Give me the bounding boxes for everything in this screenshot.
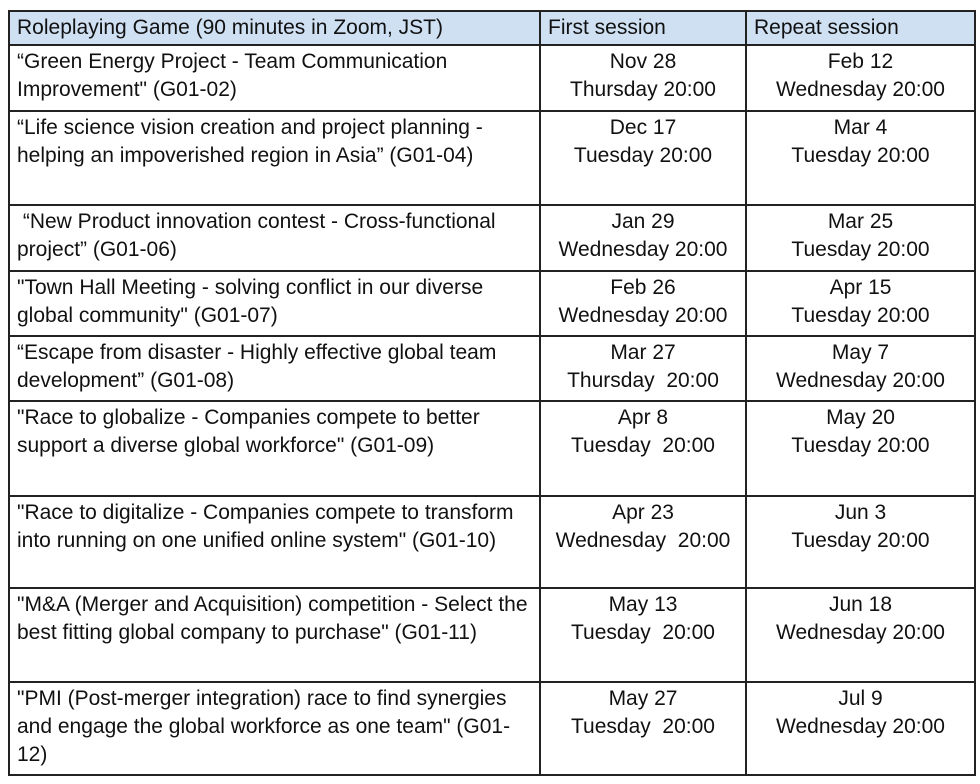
repeat-session-time: Wednesday 20:00 [776, 715, 945, 738]
repeat-session-date: Mar 25 [827, 210, 894, 233]
game-title-cell: “Escape from disaster - Highly effective… [8, 335, 541, 402]
first-session-date: Apr 8 [617, 406, 669, 429]
table-row: "Race to globalize - Companies compete t… [8, 400, 976, 497]
repeat-session-cell: May 7 Wednesday 20:00 [745, 335, 976, 402]
repeat-session-date: May 7 [831, 341, 890, 364]
header-game: Roleplaying Game (90 minutes in Zoom, JS… [8, 10, 541, 46]
first-session-date: Feb 26 [610, 276, 676, 299]
header-first-session: First session [539, 10, 747, 46]
first-session-date: Jan 29 [611, 210, 675, 233]
table-row: “Escape from disaster - Highly effective… [8, 335, 976, 402]
first-session-time: Wednesday 20:00 [558, 304, 728, 327]
first-session-cell: Nov 28 Thursday 20:00 [539, 44, 747, 112]
repeat-session-date: Mar 4 [833, 116, 888, 139]
repeat-session-cell: Feb 12 Wednesday 20:00 [745, 44, 976, 112]
game-title-cell: "M&A (Merger and Acquisition) competitio… [8, 587, 541, 683]
first-session-cell: Dec 17 Tuesday 20:00 [539, 110, 747, 206]
first-session-date: May 13 [608, 593, 678, 616]
first-session-time: Thursday 20:00 [567, 369, 719, 392]
table-row: “Life science vision creation and projec… [8, 110, 976, 206]
first-session-time: Wednesday 20:00 [558, 238, 728, 261]
game-title-cell: "Race to globalize - Companies compete t… [8, 400, 541, 497]
first-session-date: Dec 17 [609, 116, 677, 139]
repeat-session-time: Wednesday 20:00 [776, 621, 945, 644]
repeat-session-cell: Mar 25 Tuesday 20:00 [745, 204, 976, 272]
first-session-cell: Apr 23 Wednesday 20:00 [539, 495, 747, 589]
first-session-date: May 27 [608, 687, 678, 710]
first-session-date: Apr 23 [612, 501, 674, 524]
repeat-session-time: Wednesday 20:00 [776, 78, 945, 101]
first-session-time: Wednesday 20:00 [555, 529, 731, 552]
first-session-time: Thursday 20:00 [570, 78, 716, 101]
game-title-cell: “Life science vision creation and projec… [8, 110, 541, 206]
repeat-session-time: Tuesday 20:00 [791, 304, 930, 327]
table-row: "Race to digitalize - Companies compete … [8, 495, 976, 589]
first-session-cell: May 13 Tuesday 20:00 [539, 587, 747, 683]
table-row: “New Product innovation contest - Cross-… [8, 204, 976, 272]
table-row: "PMI (Post-merger integration) race to f… [8, 681, 976, 776]
repeat-session-date: May 20 [826, 406, 895, 429]
repeat-session-cell: Mar 4 Tuesday 20:00 [745, 110, 976, 206]
repeat-session-time: Tuesday 20:00 [791, 238, 930, 261]
repeat-session-time: Tuesday 20:00 [791, 529, 930, 552]
header-row: Roleplaying Game (90 minutes in Zoom, JS… [8, 10, 976, 46]
header-repeat-session: Repeat session [745, 10, 976, 46]
repeat-session-cell: Jun 3 Tuesday 20:00 [745, 495, 976, 589]
first-session-date: Mar 27 [610, 341, 676, 364]
first-session-cell: Mar 27 Thursday 20:00 [539, 335, 747, 402]
repeat-session-date: Feb 12 [827, 50, 894, 73]
repeat-session-date: Apr 15 [829, 276, 892, 299]
first-session-cell: Apr 8 Tuesday 20:00 [539, 400, 747, 497]
first-session-cell: May 27 Tuesday 20:00 [539, 681, 747, 776]
game-title-cell: “Green Energy Project - Team Communicati… [8, 44, 541, 112]
game-title-cell: "Town Hall Meeting - solving conflict in… [8, 270, 541, 337]
repeat-session-cell: Apr 15 Tuesday 20:00 [745, 270, 976, 337]
schedule-table: Roleplaying Game (90 minutes in Zoom, JS… [8, 10, 976, 776]
repeat-session-time: Tuesday 20:00 [791, 434, 930, 457]
table-row: “Green Energy Project - Team Communicati… [8, 44, 976, 112]
game-title-cell: "PMI (Post-merger integration) race to f… [8, 681, 541, 776]
first-session-time: Tuesday 20:00 [571, 715, 715, 738]
repeat-session-date: Jun 3 [834, 501, 887, 524]
repeat-session-time: Wednesday 20:00 [776, 369, 945, 392]
first-session-time: Tuesday 20:00 [571, 434, 715, 457]
repeat-session-cell: Jun 18 Wednesday 20:00 [745, 587, 976, 683]
table-row: "M&A (Merger and Acquisition) competitio… [8, 587, 976, 683]
game-title-cell: "Race to digitalize - Companies compete … [8, 495, 541, 589]
game-title-cell: “New Product innovation contest - Cross-… [8, 204, 541, 272]
repeat-session-date: Jul 9 [838, 687, 883, 710]
first-session-cell: Jan 29 Wednesday 20:00 [539, 204, 747, 272]
first-session-time: Tuesday 20:00 [571, 621, 715, 644]
first-session-date: Nov 28 [609, 50, 677, 73]
repeat-session-cell: Jul 9 Wednesday 20:00 [745, 681, 976, 776]
first-session-cell: Feb 26 Wednesday 20:00 [539, 270, 747, 337]
repeat-session-cell: May 20 Tuesday 20:00 [745, 400, 976, 497]
repeat-session-time: Tuesday 20:00 [791, 144, 930, 167]
table-row: "Town Hall Meeting - solving conflict in… [8, 270, 976, 337]
first-session-time: Tuesday 20:00 [573, 144, 713, 167]
repeat-session-date: Jun 18 [828, 593, 893, 616]
